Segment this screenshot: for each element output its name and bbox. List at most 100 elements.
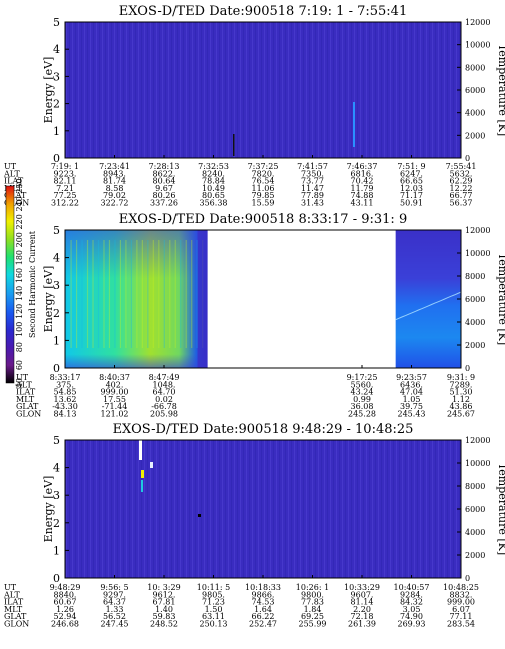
spectrogram-streak <box>180 240 182 348</box>
y2-axis-label: Temperature [K] <box>496 253 505 345</box>
table-cell: 12.22 <box>450 184 473 193</box>
spectrogram-feature <box>353 102 355 147</box>
table-cell: 248.52 <box>150 620 178 629</box>
y2-tick-label: 8000 <box>465 63 485 72</box>
table-cell: 8:47:49 <box>149 373 180 382</box>
y-tick-label: 4 <box>53 462 60 475</box>
table-row-label: ALT <box>3 169 20 178</box>
y-tick-label: 3 <box>53 489 60 502</box>
y2-tick-label: 0 <box>465 154 470 163</box>
spectrogram-streak <box>108 240 111 348</box>
table-cell: 7:37:25 <box>248 162 279 171</box>
spectrogram-streak <box>81 240 83 348</box>
y-tick-label: 0 <box>53 572 60 585</box>
table-cell: 2.20 <box>353 605 371 614</box>
table-cell: 10:40:57 <box>394 583 430 592</box>
y2-tick-label: 0 <box>465 364 470 373</box>
spectrogram-streak <box>174 240 176 348</box>
table-cell: 64.37 <box>103 598 126 607</box>
table-cell: 245.67 <box>447 410 475 419</box>
table-cell: 7289. <box>450 380 473 389</box>
y2-axis-label: Temperature [K] <box>496 44 505 136</box>
y2-tick-label: 6000 <box>465 295 485 304</box>
table-cell: 6.07 <box>452 605 470 614</box>
table-cell: 81.74 <box>103 177 126 186</box>
table-cell: 1.64 <box>254 605 272 614</box>
table-cell: 8943. <box>103 169 126 178</box>
table-cell: 121.02 <box>101 410 129 419</box>
y-tick-label: 1 <box>53 125 60 138</box>
colorbar-tick-label: 80 <box>15 342 24 352</box>
colorbar-tick-label: 40 <box>15 378 24 388</box>
table-cell: 7:28:13 <box>149 162 180 171</box>
spectrogram-edge <box>197 230 208 368</box>
table-cell: 261.39 <box>348 620 376 629</box>
table-cell: 10.49 <box>202 184 225 193</box>
table-cell: 402. <box>106 380 124 389</box>
table-cell: 312.22 <box>51 199 79 208</box>
spectrogram-streak <box>152 240 154 348</box>
table-cell: 36.08 <box>351 402 374 411</box>
table-cell: 250.13 <box>200 620 228 629</box>
table-row-label: GLON <box>16 410 41 419</box>
table-cell: 77.25 <box>54 191 77 200</box>
table-cell: 70.42 <box>351 177 374 186</box>
table-cell: 79.85 <box>252 191 275 200</box>
table-cell: 51.30 <box>450 388 473 397</box>
y-tick-label: 2 <box>53 307 60 320</box>
table-cell: 77.11 <box>450 612 473 621</box>
table-cell: 43.24 <box>351 388 374 397</box>
y-tick-label: 1 <box>53 334 60 347</box>
spectrogram-feature <box>150 462 153 468</box>
y2-axis-label: Temperature [K] <box>496 463 505 555</box>
table-cell: 1.12 <box>452 395 470 404</box>
spectrogram-streak <box>196 240 198 348</box>
table-cell: 1.50 <box>205 605 223 614</box>
table-cell: 78.84 <box>202 177 225 186</box>
y-tick-label: 5 <box>53 16 60 29</box>
spectrogram-streak <box>65 240 67 348</box>
table-cell: 356.38 <box>200 199 228 208</box>
table-cell: 7:41:57 <box>297 162 328 171</box>
table-row-label: GLAT <box>16 402 39 411</box>
colorbar-tick-label: 220 <box>15 214 24 229</box>
colorbar <box>5 185 15 384</box>
table-cell: 8.58 <box>106 184 124 193</box>
temperature-trace <box>395 291 462 321</box>
y-tick-label: 4 <box>53 252 60 265</box>
table-cell: 60.67 <box>54 598 77 607</box>
table-row-label: MLT <box>4 605 23 614</box>
table-cell: 6247. <box>400 169 423 178</box>
table-cell: 9607. <box>351 590 374 599</box>
spectrogram-streak <box>86 240 89 348</box>
table-cell: -43.30 <box>52 402 78 411</box>
spectrogram-region <box>395 230 461 368</box>
y-tick-label: 1 <box>53 544 60 557</box>
table-cell: 8840. <box>54 590 77 599</box>
spectrogram-streak <box>185 240 187 348</box>
table-cell: 1.40 <box>155 605 173 614</box>
y-tick-label: 0 <box>53 362 60 375</box>
table-cell: 10:11: 5 <box>197 583 230 592</box>
colorbar-tick-label: 60 <box>15 360 24 370</box>
y2-tick-label: 8000 <box>465 272 485 281</box>
table-cell: 9:48:29 <box>50 583 81 592</box>
y-tick-label: 2 <box>53 517 60 530</box>
y2-tick-label: 4000 <box>465 528 485 537</box>
table-cell: 43.11 <box>351 199 374 208</box>
colorbar-tick-label: 140 <box>15 286 24 301</box>
table-cell: 74.53 <box>252 598 275 607</box>
table-cell: 269.93 <box>398 620 426 629</box>
table-cell: 9297. <box>103 590 126 599</box>
table-cell: 10:26: 1 <box>296 583 329 592</box>
y2-tick-label: 10000 <box>465 459 490 468</box>
table-row-label: MLT <box>16 395 35 404</box>
table-cell: 11.47 <box>301 184 324 193</box>
table-cell: 7:32:53 <box>198 162 229 171</box>
spectrogram-streak <box>147 240 149 348</box>
panel-title: EXOS-D/TED Date:900518 7:19: 1 - 7:55:41 <box>119 4 407 19</box>
table-cell: 0.02 <box>155 395 173 404</box>
table-cell: 9:56: 5 <box>100 583 128 592</box>
table-cell: 43.86 <box>450 402 473 411</box>
spectrogram-streak <box>136 240 138 348</box>
